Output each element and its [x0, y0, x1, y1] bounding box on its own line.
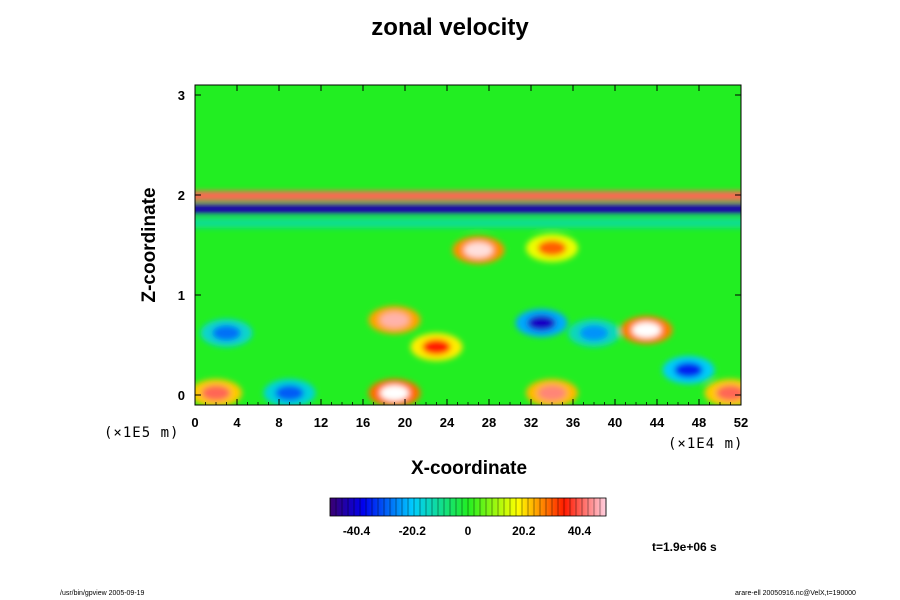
x-axis-label: X-coordinate [410, 458, 528, 479]
velocity-band [195, 218, 741, 228]
velocity-blob-core [212, 325, 241, 341]
velocity-blob-core [275, 385, 304, 401]
velocity-blob-core [380, 312, 409, 328]
velocity-band [195, 204, 741, 214]
x-tick-label: 48 [692, 415, 706, 430]
velocity-blob-core [380, 385, 409, 401]
velocity-blob-core [422, 339, 451, 355]
chart-title: zonal velocity [371, 14, 529, 41]
velocity-blob-core [632, 322, 661, 338]
y-axis-label: Z-coordinate [139, 187, 160, 303]
x-tick-label: 44 [650, 415, 665, 430]
y-tick-label: 0 [178, 388, 185, 403]
x-tick-label: 12 [314, 415, 328, 430]
x-tick-label: 36 [566, 415, 580, 430]
velocity-blob-core [674, 362, 703, 378]
x-axis-unit: (×1E4 m) [668, 436, 744, 452]
x-tick-label: 32 [524, 415, 538, 430]
x-tick-label: 40 [608, 415, 622, 430]
x-tick-label: 16 [356, 415, 370, 430]
time-label: t=1.9e+06 s [652, 540, 717, 554]
x-tick-label: 52 [734, 415, 748, 430]
y-tick-label: 2 [178, 188, 185, 203]
velocity-blob-core [464, 242, 493, 258]
velocity-blob-core [579, 325, 609, 341]
colorbar-tick-label: -40.4 [343, 524, 371, 538]
velocity-band [195, 191, 741, 201]
velocity-blob-core [527, 315, 556, 331]
velocity-blob-core [201, 385, 231, 401]
x-tick-label: 4 [233, 415, 241, 430]
footer-left: /usr/bin/gpview 2005-09-19 [60, 590, 145, 597]
x-tick-label: 0 [191, 415, 198, 430]
colorbar-tick-label: 20.2 [512, 524, 536, 538]
colorbar-tick-label: -20.2 [399, 524, 427, 538]
x-tick-label: 20 [398, 415, 412, 430]
colorbar-tick-label: 40.4 [568, 524, 592, 538]
colorbar-ticks: -40.4 -20.2 0 20.2 40.4 [329, 498, 607, 538]
y-axis-unit: (×1E5 m) [104, 425, 180, 441]
y-tick-label: 1 [178, 288, 185, 303]
y-tick-label: 3 [178, 88, 185, 103]
x-tick-label: 24 [440, 415, 455, 430]
x-tick-label: 28 [482, 415, 496, 430]
footer-right: arare-ell 20050916.nc@VelX,t=190000 [735, 590, 856, 597]
velocity-blob-core [716, 385, 741, 401]
velocity-field [195, 85, 741, 405]
velocity-blob-core [537, 240, 567, 256]
velocity-blob-core [537, 385, 567, 401]
x-tick-label: 8 [275, 415, 282, 430]
colorbar-tick-label: 0 [465, 524, 472, 538]
